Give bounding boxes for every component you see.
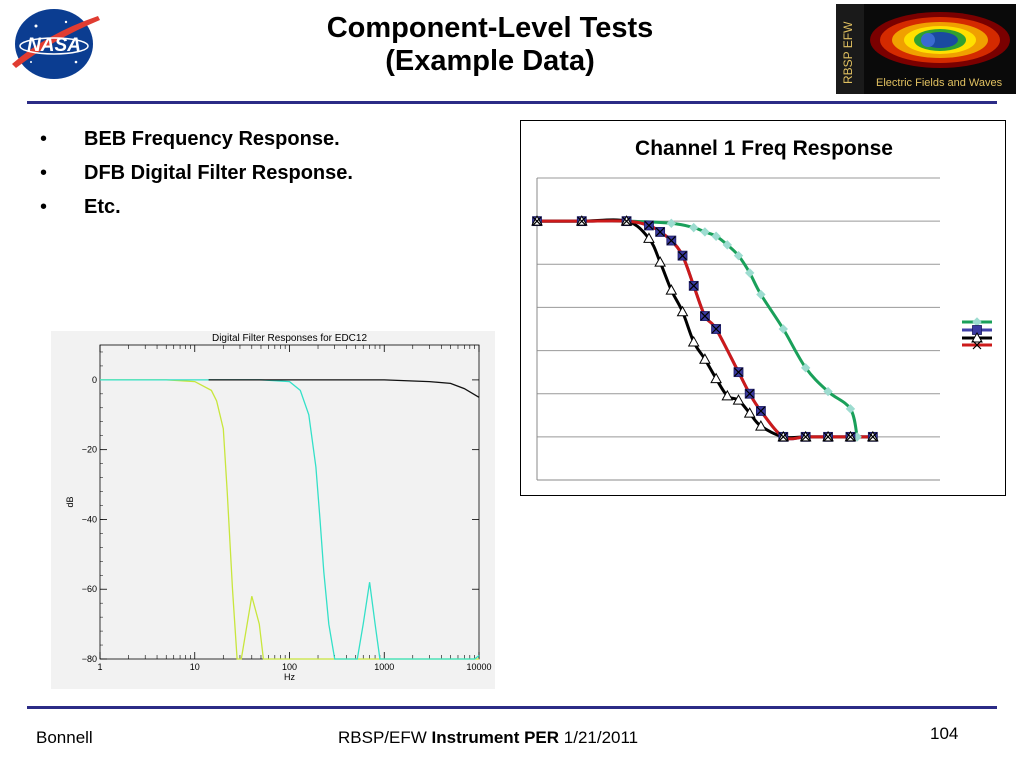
rbsp-efw-logo: RBSP EFW Electric Fields and Waves	[836, 4, 1016, 94]
channel-freq-chart-svg: Channel 1 Freq Response	[531, 137, 992, 481]
y-tick-label: −20	[82, 445, 97, 455]
bullet-text: Etc.	[84, 196, 121, 218]
svg-text:RBSP EFW: RBSP EFW	[841, 21, 855, 84]
triangle-marker	[710, 372, 722, 384]
series-line	[537, 218, 873, 440]
x-marker	[846, 432, 855, 442]
x-marker	[778, 432, 788, 442]
triangle-marker	[732, 394, 745, 405]
svg-text:Electric Fields and Waves: Electric Fields and Waves	[876, 77, 1003, 89]
diamond-marker	[778, 324, 788, 334]
x-marker	[745, 389, 755, 399]
filter-series-line	[208, 379, 480, 398]
footer-date: 1/21/2011	[559, 728, 639, 747]
page-title: Component-Level Tests (Example Data)	[240, 12, 740, 78]
x-axis-label: Hz	[284, 672, 295, 682]
triangle-marker	[687, 335, 700, 347]
diamond-marker	[800, 363, 811, 373]
bullet-marker: •	[40, 128, 48, 150]
x-marker	[868, 432, 878, 442]
diamond-marker	[756, 289, 766, 300]
title-line-1: Component-Level Tests	[326, 12, 654, 44]
diamond-marker	[666, 218, 677, 229]
x-marker	[644, 221, 654, 230]
bullet-list: • BEB Frequency Response. • DFB Digital Fi…	[40, 122, 353, 224]
y-tick-label: −40	[82, 514, 97, 524]
bullet-item: • Etc.	[40, 190, 353, 224]
x-marker	[700, 311, 710, 321]
x-marker	[622, 216, 631, 226]
diamond-marker	[744, 268, 755, 278]
x-tick-label: 100	[282, 662, 297, 672]
x-marker	[666, 236, 676, 245]
diamond-marker	[711, 231, 721, 241]
chart-background	[51, 331, 495, 689]
diamond-marker	[700, 227, 710, 237]
y-tick-label: −60	[82, 584, 97, 594]
diamond-marker	[689, 222, 699, 233]
page-number: 104	[930, 724, 959, 743]
filter-series-line	[100, 379, 479, 660]
footer-doc: Instrument PER	[431, 728, 560, 747]
triangle-marker	[699, 353, 711, 364]
diamond-marker	[845, 404, 856, 414]
triangle-marker	[654, 256, 666, 267]
triangle-marker	[743, 407, 756, 418]
x-marker	[823, 432, 833, 442]
bullet-text: BEB Frequency Response.	[84, 128, 340, 150]
diamond-marker	[972, 317, 982, 327]
triangle-marker	[643, 232, 655, 243]
triangle-marker	[721, 389, 734, 401]
x-marker	[532, 216, 542, 226]
x-marker	[711, 324, 721, 334]
x-tick-label: 10	[190, 662, 200, 672]
x-marker	[972, 340, 982, 350]
footer-divider	[27, 706, 997, 709]
footer-center: RBSP/EFW Instrument PER 1/21/2011	[338, 728, 638, 748]
x-marker	[655, 227, 665, 237]
diamond-marker	[722, 240, 733, 250]
x-tick-label: 1	[97, 662, 102, 672]
channel-freq-chart: Channel 1 Freq Response	[520, 120, 1006, 496]
footer-project: RBSP/EFW	[338, 728, 432, 747]
digital-filter-chart-svg: Digital Filter Responses for EDC12 1 10 100…	[51, 331, 495, 689]
header-divider	[27, 101, 997, 104]
series-line	[537, 219, 873, 441]
bullet-item: • BEB Frequency Response.	[40, 122, 353, 156]
chart-title: Digital Filter Responses for EDC12	[212, 333, 367, 344]
nasa-logo: NASA	[6, 4, 102, 84]
x-marker	[577, 216, 587, 226]
y-axis-label: dB	[65, 496, 75, 507]
diamond-marker	[823, 386, 833, 397]
x-marker	[734, 367, 743, 377]
triangle-marker	[971, 331, 983, 343]
title-line-2: (Example Data)	[385, 45, 595, 77]
diamond-marker	[733, 250, 744, 261]
triangle-marker	[676, 305, 689, 317]
triangle-marker	[755, 420, 767, 431]
x-marker	[689, 281, 699, 291]
digital-filter-chart: Digital Filter Responses for EDC12 1 10 100…	[51, 331, 495, 689]
series-line	[537, 219, 873, 441]
x-marker	[756, 406, 766, 416]
y-tick-label: −80	[82, 654, 97, 664]
series-line	[537, 219, 859, 438]
x-tick-label: 10000	[466, 662, 491, 672]
nasa-meatball-icon: NASA	[12, 9, 100, 79]
svg-text:NASA: NASA	[27, 35, 81, 56]
chart-title: Channel 1 Freq Response	[635, 137, 893, 160]
footer-author: Bonnell	[36, 728, 93, 747]
bullet-marker: •	[40, 196, 48, 218]
triangle-marker	[665, 284, 678, 295]
y-tick-label: 0	[92, 375, 97, 385]
x-marker	[801, 432, 811, 442]
x-marker	[678, 251, 687, 261]
bullet-marker: •	[40, 162, 48, 184]
bullet-text: DFB Digital Filter Response.	[84, 162, 353, 184]
filter-series-line	[100, 379, 480, 660]
x-tick-label: 1000	[374, 662, 394, 672]
bullet-item: • DFB Digital Filter Response.	[40, 156, 353, 190]
